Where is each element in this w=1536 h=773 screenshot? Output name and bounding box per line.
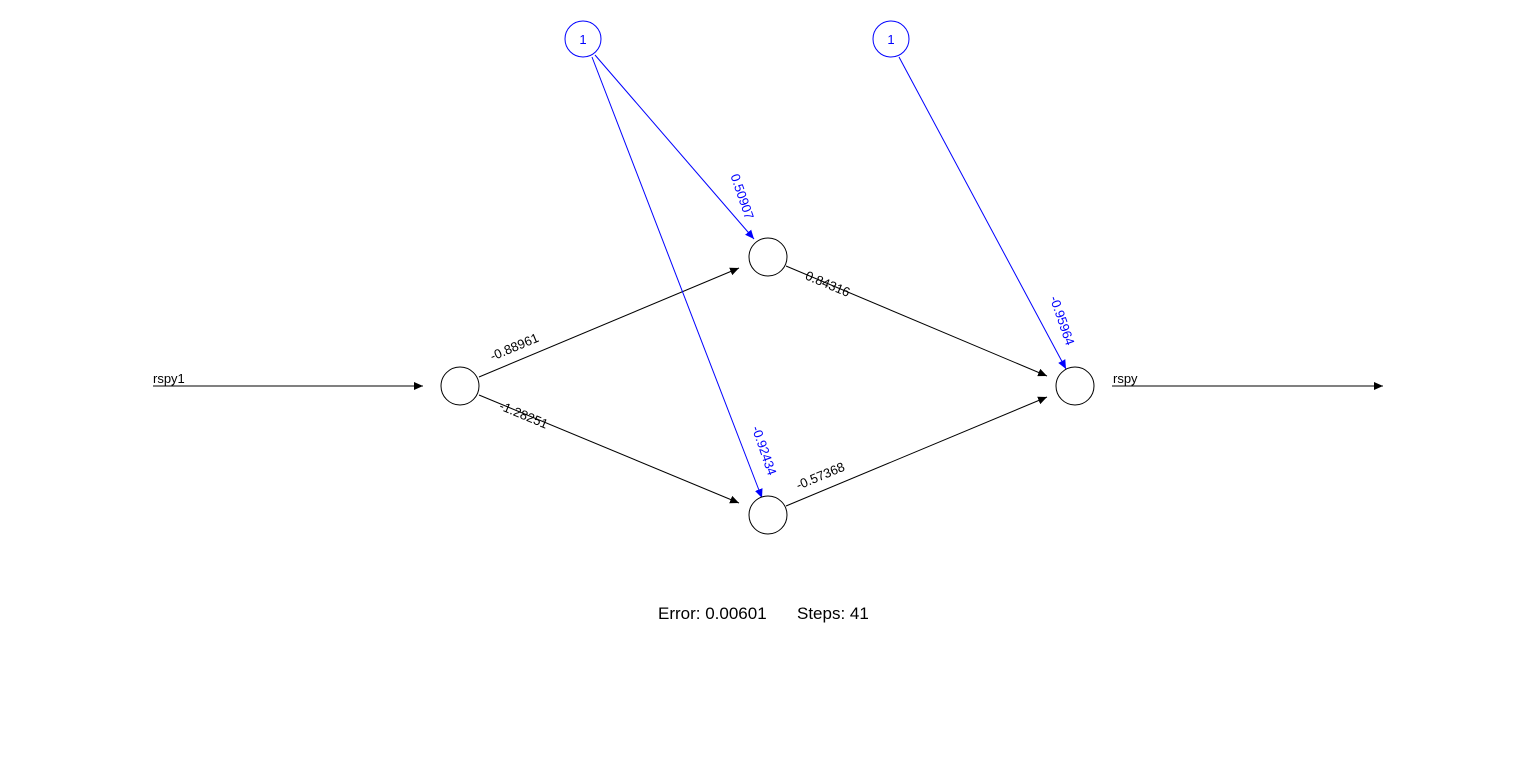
weight-input-h2: -1.28251 <box>497 398 550 432</box>
edge-h1-output <box>785 265 1048 377</box>
weight-input-h1: -0.88961 <box>488 330 541 364</box>
steps-label: Steps: 41 <box>797 604 869 623</box>
bias-node-2-label: 1 <box>887 32 894 47</box>
input-node <box>440 366 480 406</box>
output-node <box>1055 366 1095 406</box>
hidden-node-1 <box>748 237 788 277</box>
edge-bias2-output <box>898 56 1067 370</box>
hidden-node-2 <box>748 495 788 535</box>
edge-bias1-h2 <box>591 56 763 499</box>
weight-h2-output: -0.57368 <box>794 459 847 493</box>
bias-node-2 <box>872 20 910 58</box>
edge-h2-output <box>785 396 1048 507</box>
weight-bias1-h2: -0.92434 <box>749 424 780 477</box>
input-label: rspy1 <box>153 371 185 386</box>
bias-node-1-label: 1 <box>579 32 586 47</box>
edge-input-h1 <box>478 267 740 378</box>
edge-input-h2 <box>478 394 740 504</box>
weight-bias2-output: -0.95964 <box>1047 294 1078 347</box>
output-label: rspy <box>1113 371 1138 386</box>
error-label: Error: 0.00601 <box>658 604 767 623</box>
bias-node-1 <box>564 20 602 58</box>
edge-bias1-h1 <box>594 54 755 240</box>
weight-h1-output: 0.84316 <box>803 268 852 300</box>
